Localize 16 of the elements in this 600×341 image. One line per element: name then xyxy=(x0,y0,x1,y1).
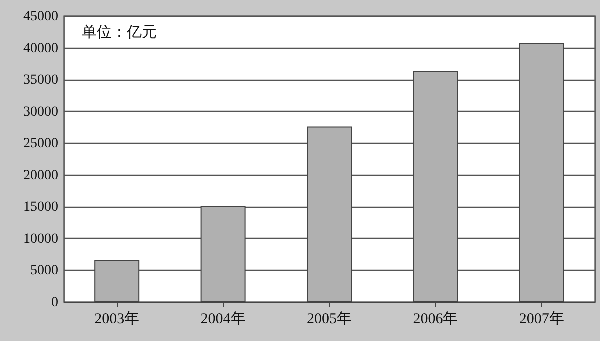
y-tick-label: 15000 xyxy=(24,200,58,216)
y-tick-label: 40000 xyxy=(24,41,58,56)
y-tick-label: 35000 xyxy=(24,73,58,88)
x-tick-label: 2006年 xyxy=(413,310,458,328)
x-tick-label: 2004年 xyxy=(200,310,246,328)
y-tick-label: 25000 xyxy=(24,136,58,152)
y-tick-label: 30000 xyxy=(24,104,58,120)
x-tick-label: 2003年 xyxy=(94,310,140,328)
y-tick-label: 20000 xyxy=(24,168,58,184)
y-tick-label: 45000 xyxy=(24,10,58,24)
y-tick-label: 0 xyxy=(52,296,58,310)
x-tick-label: 2005年 xyxy=(307,310,352,328)
y-tick-label: 5000 xyxy=(30,264,58,279)
annotation: 单位：亿元 xyxy=(82,24,157,41)
y-tick-label: 10000 xyxy=(24,232,58,247)
x-tick-label: 2007年 xyxy=(519,310,564,328)
